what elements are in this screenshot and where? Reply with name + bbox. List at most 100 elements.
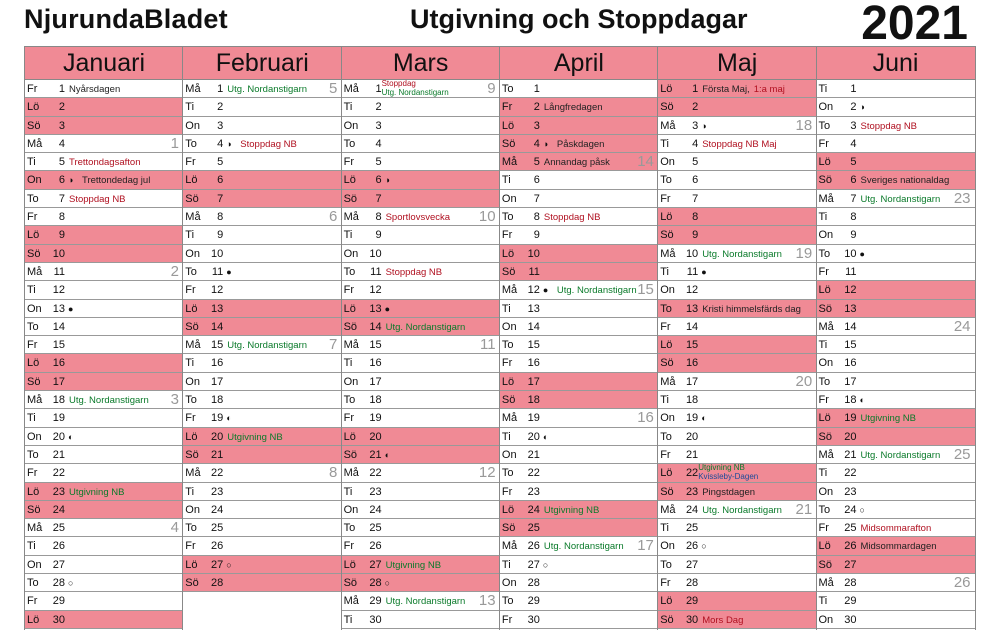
day-number: 5 — [217, 156, 224, 169]
day-number: 14 — [52, 320, 65, 333]
day-number: 23 — [211, 485, 224, 498]
weekday-label: Sö — [501, 394, 516, 407]
day-number: 2 — [850, 101, 857, 114]
day-number: 17 — [211, 375, 224, 388]
day-note: Utg. Nordanstigarn — [702, 248, 782, 260]
day-row: Må 1 Stoppdag Utg. Nordanstigarn 9 — [341, 79, 500, 99]
weekday-label: Sö — [501, 265, 516, 278]
day-number: 22 — [369, 467, 382, 480]
day-number: 12 — [527, 284, 540, 297]
day-row: Sö 13 — [816, 299, 975, 318]
day-row: Lö 27 ○ — [183, 555, 342, 575]
month-column: Februari Må 1 Utg. Nordanstigarn 5 Ti 2 On 3 To 4 ◑… — [182, 46, 342, 630]
day-row: Fr 16 — [499, 354, 658, 373]
day-number: 1 — [692, 83, 699, 95]
moon-phase-icon: ○ — [68, 578, 74, 589]
day-row: Lö 2 — [25, 98, 183, 117]
weekday-label: Sö — [343, 320, 358, 333]
day-note: Pingstdagen — [702, 486, 756, 498]
weekday-label: To — [185, 137, 197, 150]
weekday-label: Må — [501, 540, 518, 553]
day-row: Må 3 ◑ 18 — [658, 117, 817, 135]
day-number: 17 — [844, 375, 857, 388]
day-number: 11 — [686, 265, 699, 278]
day-number: 2 — [217, 101, 224, 114]
day-number: 2 — [58, 101, 65, 114]
day-row: To 25 — [183, 519, 342, 538]
day-row: Lö 16 — [25, 354, 183, 373]
day-row: Lö 15 — [658, 336, 817, 355]
day-row: Ti 6 — [499, 171, 658, 190]
weekday-label: Fr — [27, 467, 38, 480]
day-row: Sö 23 Pingstdagen — [658, 482, 817, 501]
day-row: Lö 19 Utgivning NB — [816, 409, 975, 428]
day-note: Utgivning NB — [860, 413, 916, 425]
weekday-label: Sö — [27, 119, 41, 132]
weekday-label: Må — [343, 595, 359, 608]
weekday-label: Lö — [27, 357, 40, 370]
day-number: 4 — [58, 137, 65, 150]
day-row: Ti 25 — [658, 519, 817, 538]
day-row: Lö 22 Utgivning NB Kvissleby-Dagen — [658, 464, 817, 483]
day-number: 10 — [844, 247, 857, 260]
day-note: Sportlovsvecka — [385, 212, 451, 224]
day-row: Fr 11 — [816, 263, 975, 282]
week-number: 19 — [795, 244, 813, 262]
month-header: Maj — [658, 46, 817, 80]
week-number: 11 — [480, 336, 496, 354]
day-row: To 3 Stoppdag NB — [816, 117, 975, 135]
day-number: 5 — [375, 156, 382, 169]
day-row: On 2 ◑ — [816, 98, 975, 117]
day-row: Ti 15 — [816, 336, 975, 355]
day-row: On 24 — [341, 501, 500, 520]
day-row: Fr 28 — [658, 574, 817, 593]
weekday-label: Ti — [343, 357, 353, 370]
moon-phase-icon: ◐ — [226, 413, 232, 424]
day-row: Lö 10 — [499, 244, 658, 263]
day-note: Stoppdag NB — [385, 266, 443, 278]
day-row: On 13 ● — [25, 300, 183, 318]
day-note: Långfredagen — [543, 102, 603, 114]
day-number: 11 — [528, 265, 540, 278]
day-number: 20 — [527, 430, 540, 443]
day-row: Lö 20 Utgivning NB — [183, 427, 342, 446]
day-row: Ti 16 — [341, 354, 500, 373]
day-number: 16 — [211, 357, 224, 370]
day-row: On 17 — [341, 373, 500, 392]
weekday-label: Ti — [660, 137, 669, 150]
weekday-label: On — [818, 613, 834, 626]
day-row: Må 19 16 — [499, 409, 658, 428]
weekday-label: Fr — [818, 265, 829, 278]
day-number: 8 — [217, 211, 224, 224]
weekday-label: On — [660, 540, 675, 553]
week-number: 16 — [637, 409, 654, 427]
day-note-extra: 1:a maj — [753, 84, 785, 95]
weekday-label: Må — [27, 265, 43, 278]
weekday-label: Ti — [185, 357, 195, 370]
weekday-label: Må — [660, 119, 676, 132]
moon-phase-icon: ◐ — [542, 431, 549, 442]
day-row: Sö 21 — [183, 445, 342, 465]
day-row: To 24 ○ — [816, 501, 975, 520]
day-row: Må 14 24 — [816, 318, 975, 337]
day-number: 4 — [375, 137, 382, 150]
weekday-label: Må — [343, 211, 359, 224]
day-row: Lö 24 Utgivning NB — [499, 500, 658, 520]
weekday-label: On — [501, 448, 517, 461]
day-row: Må 8 6 — [183, 208, 342, 227]
day-row: Fr 5 — [183, 153, 342, 172]
day-row: Fr 29 — [25, 592, 183, 611]
day-row: On 30 — [816, 611, 975, 629]
weekday-label: Ti — [343, 613, 353, 626]
weekday-label: To — [818, 119, 831, 132]
day-number: 9 — [692, 229, 699, 242]
day-row: Må 11 2 — [25, 263, 183, 282]
day-number: 30 — [527, 613, 540, 626]
day-row: Ti 2 — [341, 98, 500, 117]
weekday-label: On — [660, 156, 675, 169]
day-number: 8 — [692, 211, 699, 224]
week-number: 4 — [170, 519, 179, 537]
day-row: To 27 — [658, 556, 817, 575]
day-row: Ti 1 — [816, 80, 975, 99]
day-number: 13 — [527, 302, 540, 315]
